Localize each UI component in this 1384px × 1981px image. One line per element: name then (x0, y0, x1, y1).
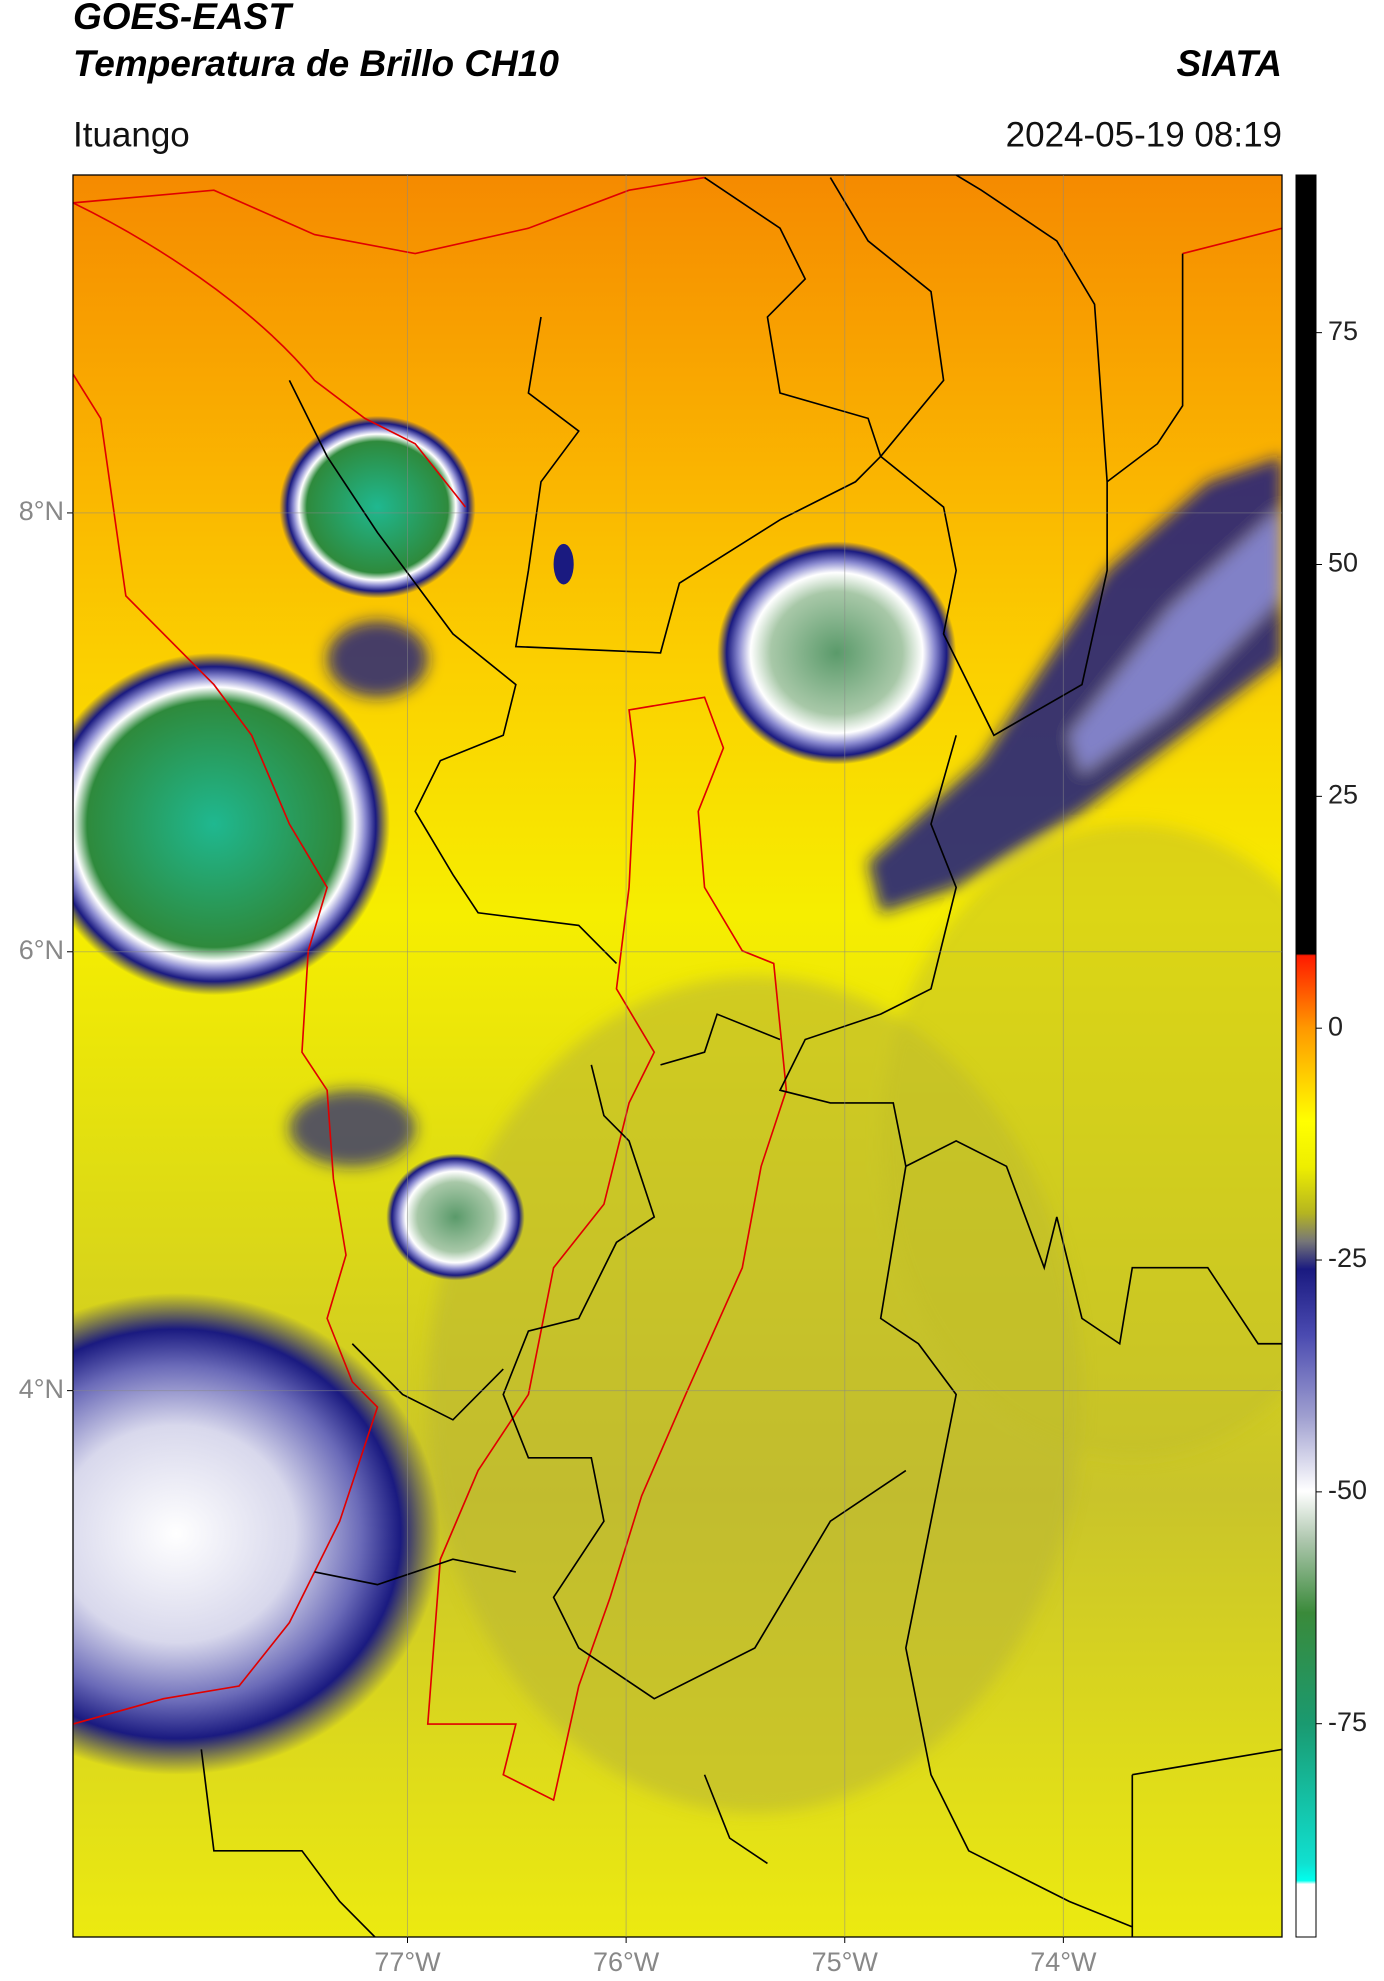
colorbar-tick-label: -50 (1328, 1475, 1367, 1505)
datetime: 2024-05-19 08:19 (1006, 115, 1282, 154)
title: GOES-EAST (73, 0, 294, 37)
source: SIATA (1176, 43, 1282, 84)
satellite-image (73, 175, 1282, 1937)
colorbar (1295, 174, 1317, 1938)
x-tick-label: 75°W (812, 1947, 879, 1977)
y-tick-label: 6°N (19, 935, 64, 965)
colorbar-tick-label: 75 (1328, 316, 1358, 346)
map-frame (72, 174, 1283, 1938)
x-tick-label: 76°W (593, 1947, 660, 1977)
colorbar-tick-label: 0 (1328, 1011, 1343, 1041)
y-tick-label: 4°N (19, 1374, 64, 1404)
x-tick-label: 74°W (1030, 1947, 1097, 1977)
subtitle: Temperatura de Brillo CH10 (73, 43, 559, 84)
colorbar-tick-label: 25 (1328, 779, 1358, 809)
colorbar-tick-label: -25 (1328, 1243, 1367, 1273)
location: Ituango (73, 115, 190, 154)
colorbar-tick-label: -75 (1328, 1707, 1367, 1737)
x-tick-label: 77°W (374, 1947, 441, 1977)
colorbar-tick-label: 50 (1328, 548, 1358, 578)
y-tick-label: 8°N (19, 496, 64, 526)
